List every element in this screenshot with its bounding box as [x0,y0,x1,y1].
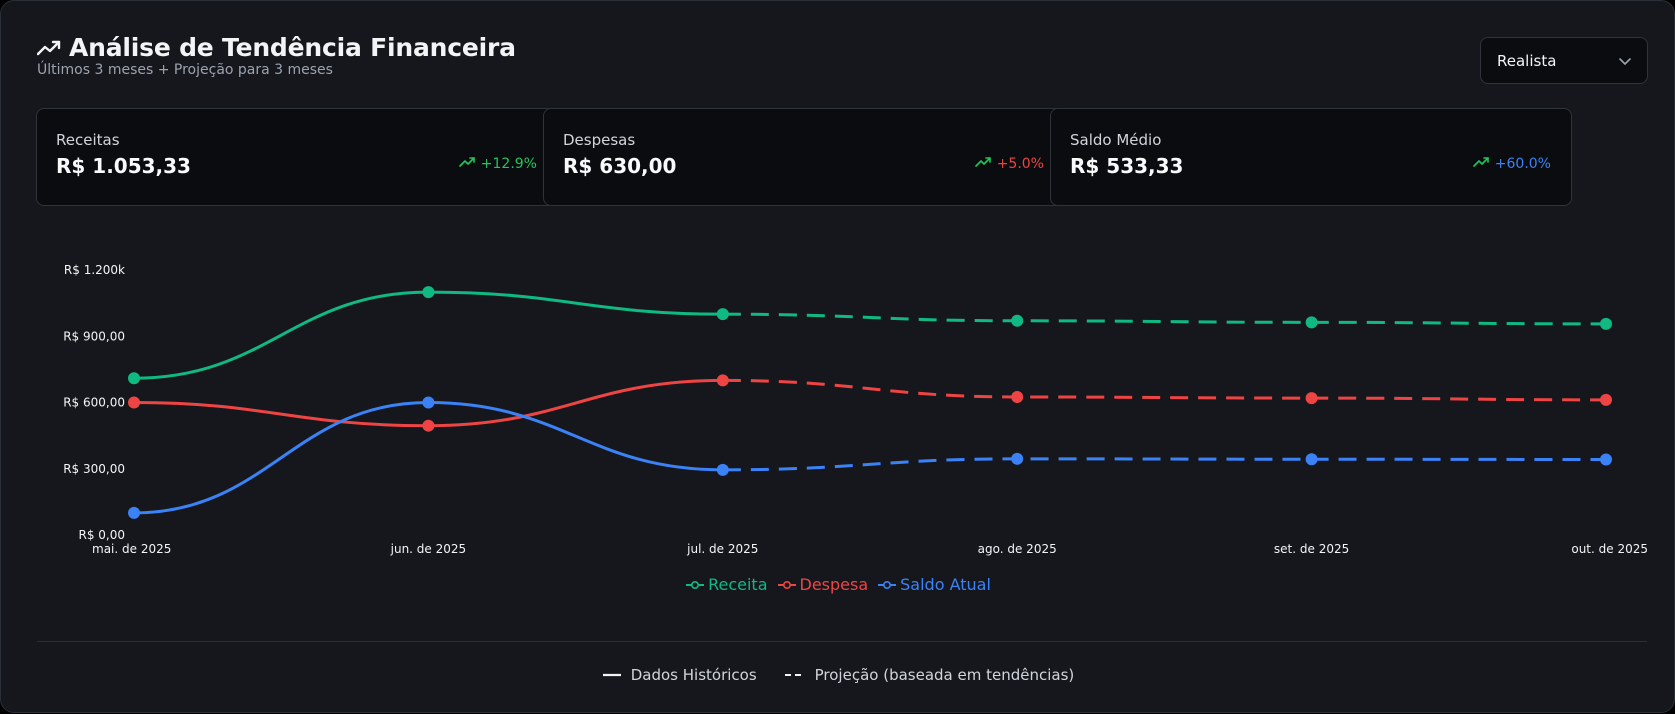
data-point[interactable] [128,396,140,409]
card-despesas: Despesas R$ 630,00 +5.0% [543,108,1065,206]
data-point[interactable] [1305,453,1318,466]
series-line-historical [133,400,723,515]
title-row: Análise de Tendência Financeira [37,33,516,62]
data-point[interactable] [422,419,435,432]
trending-up-icon [37,39,61,57]
legend-item-saldo-atual[interactable]: Saldo Atual [878,575,991,594]
card-receitas: Receitas R$ 1.053,33 +12.9% [36,108,558,206]
legend-line-icon [777,580,796,589]
card-label: Despesas [563,131,636,149]
x-tick-label: ago. de 2025 [978,542,1057,556]
legend-item-receita[interactable]: Receita [686,575,768,594]
panel-header: Análise de Tendência Financeira Últimos … [37,33,516,78]
legend-item-despesa[interactable]: Despesa [777,575,869,594]
divider [37,641,1647,642]
trending-up-icon [1472,156,1489,172]
data-point[interactable] [128,506,140,519]
data-point[interactable] [716,308,729,321]
historical-legend: Dados Históricos [602,666,757,684]
y-tick-label: R$ 300,00 [63,462,125,476]
dashed-line-icon [784,674,805,676]
x-tick-label: jun. de 2025 [390,542,467,556]
data-point[interactable] [1600,453,1612,466]
series-line-projection [722,312,1607,326]
x-tick-label: mai. de 2025 [92,542,171,556]
series-line-historical [133,290,723,380]
legend-label: Despesa [799,575,869,594]
x-tick-label: set. de 2025 [1274,542,1349,556]
data-point[interactable] [716,463,729,476]
trend-value: +5.0% [996,156,1044,172]
series-line-projection [722,457,1607,472]
card-trend: +5.0% [974,156,1044,172]
data-point[interactable] [1600,393,1612,406]
trend-value: +12.9% [480,156,537,172]
data-point[interactable] [1011,390,1024,403]
projection-legend: Projeção (baseada em tendências) [784,666,1075,684]
card-trend: +12.9% [458,156,537,172]
x-tick-label: out. de 2025 [1571,542,1648,556]
chart-legend: Receita Despesa Saldo Atual [1,575,1675,594]
line-style-legend: Dados Históricos Projeção (baseada em te… [1,666,1675,684]
chevron-down-icon [1619,52,1631,70]
historical-label: Dados Históricos [630,666,757,684]
trend-value: +60.0% [1494,156,1551,172]
card-value: R$ 630,00 [563,154,677,178]
data-point[interactable] [128,372,140,385]
scenario-select-value: Realista [1497,51,1557,70]
data-point[interactable] [1011,314,1024,327]
legend-label: Saldo Atual [900,575,991,594]
card-label: Receitas [56,131,120,149]
card-value: R$ 1.053,33 [56,154,191,178]
data-point[interactable] [1011,452,1024,465]
y-tick-label: R$ 600,00 [63,396,125,410]
data-point[interactable] [1600,317,1612,330]
card-saldo-medio: Saldo Médio R$ 533,33 +60.0% [1050,108,1572,206]
legend-line-icon [686,580,705,589]
scenario-select[interactable]: Realista [1480,37,1648,84]
card-label: Saldo Médio [1070,131,1162,149]
y-tick-label: R$ 900,00 [63,329,125,343]
data-point[interactable] [1305,316,1318,329]
data-point[interactable] [422,286,435,299]
data-point[interactable] [1305,392,1318,405]
y-tick-label: R$ 0,00 [78,528,125,542]
y-tick-label: R$ 1.200k [64,263,125,277]
legend-label: Receita [708,575,768,594]
x-tick-label: jul. de 2025 [686,542,758,556]
data-point[interactable] [422,396,435,409]
series-line-projection [722,378,1607,402]
projection-label: Projeção (baseada em tendências) [814,666,1075,684]
legend-line-icon [878,580,897,589]
page-subtitle: Últimos 3 meses + Projeção para 3 meses [37,62,333,78]
data-point[interactable] [716,374,729,387]
page-title: Análise de Tendência Financeira [69,33,516,62]
solid-line-icon [602,673,621,677]
card-trend: +60.0% [1472,156,1551,172]
trending-up-icon [458,156,475,172]
trending-up-icon [974,156,991,172]
card-value: R$ 533,33 [1070,154,1184,178]
